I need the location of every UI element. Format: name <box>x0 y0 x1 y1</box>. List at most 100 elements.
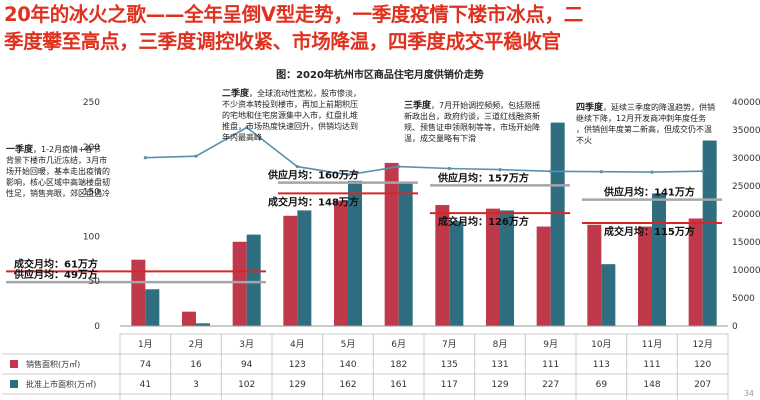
table-cell: 129 <box>491 380 508 390</box>
avg-supply-label: 供应月均：160万方 <box>267 169 359 182</box>
bar-sales-area <box>334 200 348 326</box>
table-cell: 111 <box>542 360 559 370</box>
bar-sales-area <box>435 205 450 326</box>
price-point <box>143 156 147 160</box>
price-point <box>346 173 350 177</box>
bar-supply-area <box>652 193 666 326</box>
y-right-tick-label: 15000 <box>732 238 760 248</box>
price-point <box>650 170 654 174</box>
table-cell: 111 <box>643 360 660 370</box>
table-cell: 41 <box>140 380 151 390</box>
quarter-annotation: 二季度，全球流动性宽松，股市惨淡，不少资本转投到楼市，再加上前期积压的宅地和住宅… <box>222 87 361 142</box>
table-cell: 227 <box>542 380 559 390</box>
x-tick-label: 7月 <box>442 339 457 350</box>
avg-deal-label: 成交月均：61万方 <box>14 257 98 270</box>
table-cell: 16 <box>190 360 202 370</box>
table-cell: 74 <box>140 360 152 370</box>
bar-supply-area <box>500 210 514 326</box>
quarter-annotation: 四季度，延续三季度的降温趋势，供销继续下降，12月开发商冲刺年度任务，供销创年度… <box>576 101 715 145</box>
bar-sales-area <box>536 226 551 326</box>
price-point <box>245 125 249 130</box>
x-tick-label: 11月 <box>642 339 662 350</box>
y-left-tick-label: 250 <box>83 98 100 108</box>
table-cell: 123 <box>289 360 306 370</box>
x-tick-label: 12月 <box>692 339 712 350</box>
bar-supply-area <box>398 181 413 326</box>
table-cell: 131 <box>491 360 508 370</box>
page-number: 34 <box>743 389 754 398</box>
bar-sales-area <box>283 215 298 326</box>
y-right-tick-label: 40000 <box>732 98 760 108</box>
bar-supply-area <box>550 122 565 326</box>
bar-sales-area <box>638 226 652 326</box>
y-left-tick-label: 50 <box>89 277 101 287</box>
table-cell: 117 <box>441 380 458 390</box>
table-cell: 3 <box>193 380 199 390</box>
table-cell: 161 <box>390 380 407 390</box>
table-cell: 120 <box>694 360 711 370</box>
x-tick-label: 9月 <box>543 339 558 350</box>
price-point <box>447 166 451 171</box>
x-tick-label: 6月 <box>391 339 406 350</box>
x-tick-label: 5月 <box>341 339 356 350</box>
y-left-tick-label: 150 <box>83 188 100 198</box>
bar-supply-area <box>246 234 261 326</box>
x-tick-label: 1月 <box>138 339 153 350</box>
bar-sales-area <box>384 162 399 326</box>
price-point <box>498 168 502 172</box>
avg-deal-label: 成交月均：126万方 <box>438 215 529 228</box>
table-cell: 113 <box>593 360 610 370</box>
y-right-tick-label: 20000 <box>732 210 760 220</box>
bar-supply-area <box>297 210 312 326</box>
bar-supply-area <box>601 264 616 326</box>
legend-swatch <box>10 360 18 368</box>
bar-sales-area <box>131 259 146 326</box>
legend-swatch <box>10 380 18 388</box>
y-left-tick-label: 0 <box>94 322 100 332</box>
y-left-tick-label: 100 <box>83 232 100 242</box>
price-point <box>295 164 299 169</box>
price-point <box>397 164 401 169</box>
y-right-tick-label: 5000 <box>732 294 755 304</box>
legend-label: 销售面积(万㎡) <box>26 359 80 369</box>
table-cell: 148 <box>643 380 660 390</box>
quarter-annotation: 一季度，1-2月疫情+春节背景下楼市几近冻结，3月市场开始回暖，基本走出疫情的影… <box>6 143 110 198</box>
supply-sales-price-chart: 图：2020年杭州市区商品住宅月度供销价走势 供应月均：49万方成交月均：61万… <box>2 68 760 400</box>
avg-deal-label: 成交月均：148万方 <box>268 195 359 208</box>
avg-deal-label: 成交月均：115万方 <box>604 225 695 238</box>
x-tick-label: 10月 <box>591 339 611 350</box>
y-right-tick-label: 25000 <box>732 182 760 192</box>
quarter-annotation: 三季度，7月开始调控频频，包括限摇新政出台，政府约谈，三道红线融资新规、预售证申… <box>404 99 540 143</box>
bar-sales-area <box>587 224 602 326</box>
y-right-tick-label: 30000 <box>732 154 760 164</box>
chart-title: 图：2020年杭州市区商品住宅月度供销价走势 <box>276 68 484 81</box>
x-tick-label: 2月 <box>189 339 204 350</box>
bar-supply-area <box>449 221 464 326</box>
price-series-line <box>145 126 703 176</box>
bar-supply-area <box>145 289 160 326</box>
bar-supply-area <box>348 180 362 326</box>
price-point <box>549 169 553 173</box>
x-tick-label: 8月 <box>493 339 508 350</box>
bar-sales-area <box>688 218 703 326</box>
legend-label: 批准上市面积(万㎡) <box>26 379 96 389</box>
bar-sales-area <box>486 208 500 326</box>
bar-sales-area <box>182 311 196 326</box>
page-headline: 20年的冰火之歌——全年呈倒V型走势，一季度疫情下楼市冰点，二 季度攀至高点，三… <box>4 1 756 55</box>
price-point <box>194 154 198 158</box>
bar-supply-area <box>196 323 210 326</box>
bar-sales-area <box>232 241 247 326</box>
avg-supply-label: 供应月均：157万方 <box>437 171 529 184</box>
table-cell: 69 <box>596 380 608 390</box>
table-cell: 135 <box>441 360 458 370</box>
y-right-tick-label: 35000 <box>732 126 760 136</box>
y-right-tick-label: 10000 <box>732 266 760 276</box>
table-cell: 129 <box>289 380 306 390</box>
table-cell: 140 <box>339 360 356 370</box>
headline-line-1: 20年的冰火之歌——全年呈倒V型走势，一季度疫情下楼市冰点，二 <box>4 3 583 26</box>
headline-line-2: 季度攀至高点，三季度调控收紧、市场降温，四季度成交平稳收官 <box>4 30 561 53</box>
table-cell: 182 <box>390 360 407 370</box>
table-cell: 102 <box>238 380 255 390</box>
y-right-tick-label: 0 <box>732 322 738 332</box>
table-cell: 162 <box>339 380 356 390</box>
